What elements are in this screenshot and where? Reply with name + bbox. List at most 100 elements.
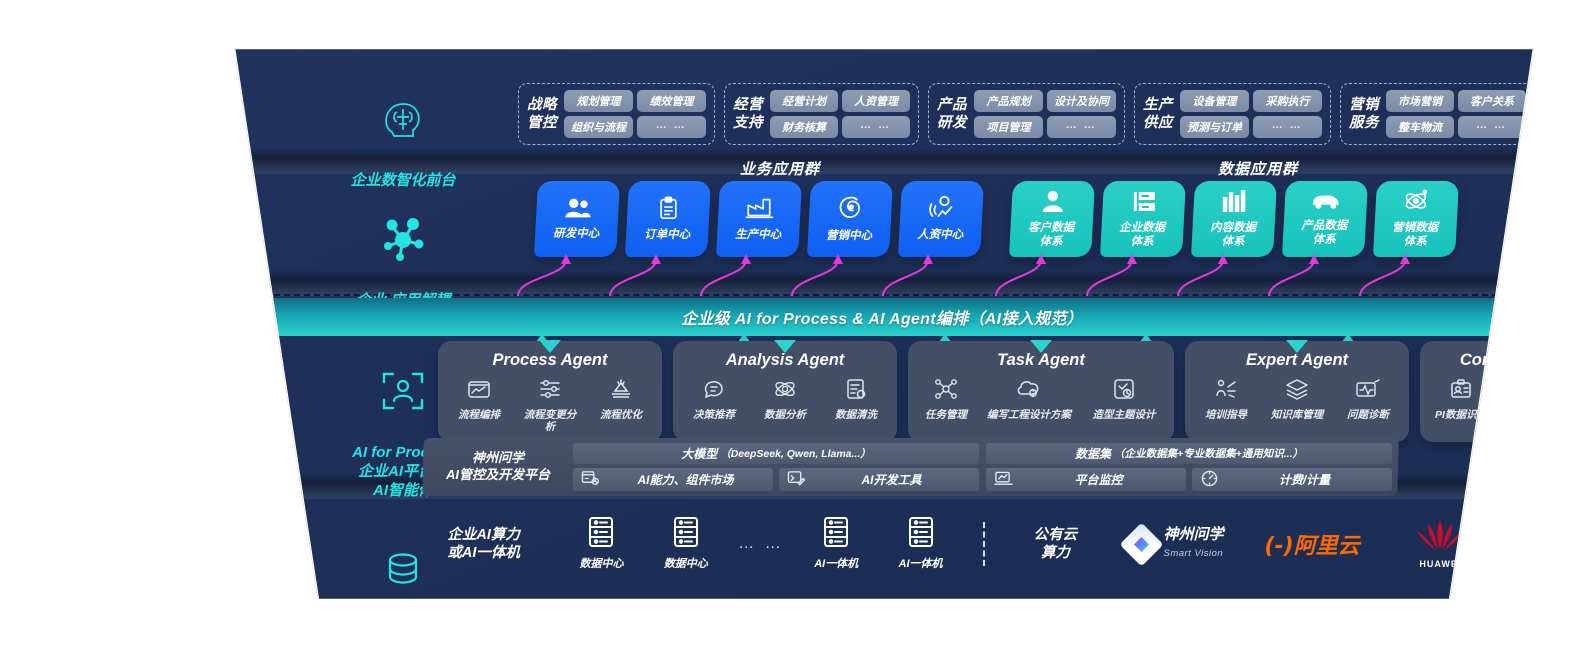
domain-chip-more[interactable]: … … [842, 116, 910, 138]
domain-chip-more[interactable]: … … [1047, 116, 1116, 138]
agent-card-task[interactable]: Task Agent 任务管理 [908, 340, 1174, 443]
domain-chip[interactable]: 人资管理 [842, 90, 910, 112]
domain-box-production-supply[interactable]: 生产 供应 设备管理 采购执行 预测与订单 … … [1134, 83, 1331, 145]
domain-chip-group: 市场营销 客户关系 整车物流 … … [1386, 90, 1526, 138]
agent-item[interactable]: 培训指导 [1195, 378, 1257, 421]
agent-item[interactable]: 编写工程设计方案 [983, 378, 1075, 421]
agent-item-label: 流程编排 [458, 409, 500, 421]
domain-chip[interactable]: 财务核算 [770, 116, 838, 138]
data-card-customer[interactable]: 客户数据 体系 [1009, 181, 1095, 257]
ai-orchestration-banner[interactable]: 企业级 AI for Process & AI Agent编排（AI接入规范） [243, 298, 1521, 336]
agent-item[interactable]: 问题诊断 [1337, 378, 1399, 421]
domain-box-operations[interactable]: 经营 支持 经营计划 人资管理 财务核算 … … [724, 83, 919, 145]
domain-chip[interactable]: 规划管理 [564, 90, 633, 112]
app-card-order-center[interactable]: 订单中心 [625, 181, 711, 257]
agent-item[interactable]: 数据权限 & 安全 [1501, 378, 1548, 434]
platform-cell-ai-market[interactable]: AI能力、组件市场 [573, 468, 773, 491]
domain-chip-more[interactable]: … … [1458, 116, 1526, 138]
domain-chip[interactable]: 设计及协同 [1047, 90, 1116, 112]
agent-item[interactable]: 造型主题设计 [1084, 378, 1164, 421]
domain-chip-group: 设备管理 采购执行 预测与订单 … … [1180, 90, 1322, 138]
agent-card-process[interactable]: Process Agent 流程编排 [438, 340, 662, 443]
infra-item-datacenter-1[interactable]: 数据中心 [559, 516, 643, 572]
agent-notch-icon [1521, 340, 1535, 353]
agent-item[interactable]: 流程优化 [590, 378, 652, 421]
platform-dataset-note: （企业数据集+专业数据集+通用知识...） [1114, 448, 1304, 460]
app-card-production-center[interactable]: 生产中心 [716, 181, 802, 257]
domain-chip-more[interactable]: … … [1253, 116, 1322, 138]
data-card-content[interactable]: 内容数据 体系 [1191, 181, 1277, 257]
agent-card-analysis[interactable]: Analysis Agent 决策推荐 [673, 340, 897, 443]
platform-dataset-row: 平台监控 计费/计量 [986, 468, 1392, 491]
agent-item-label: 数据分析 [764, 409, 806, 421]
agent-item-label: 流程优化 [600, 409, 642, 421]
agent-item[interactable]: 任务管理 [918, 378, 974, 421]
domain-chip[interactable]: 客户关系 [1458, 90, 1526, 112]
domain-chip[interactable]: 项目管理 [974, 116, 1043, 138]
platform-cell-monitor[interactable]: 平台监控 [986, 468, 1186, 491]
domain-title: 经营 支持 [733, 96, 763, 131]
platform-cell-dev-tool[interactable]: AI开发工具 [779, 468, 979, 491]
rail-item-frontend[interactable]: 企业数智化前台 [308, 60, 498, 191]
app-card-marketing-center[interactable]: 营销中心 [807, 181, 893, 257]
domain-chip[interactable]: 组织与流程 [564, 116, 633, 138]
agent-item[interactable]: 数据分析 [754, 378, 816, 421]
agent-item-group: 培训指导 知识库管理 [1195, 378, 1399, 421]
group-title-business: 业务应用群 [740, 161, 821, 178]
doc-clean-icon [845, 378, 867, 405]
agent-item[interactable]: PI数据识别 [1430, 378, 1492, 421]
platform-dataset-bar[interactable]: 数据集 （企业数据集+专业数据集+通用知识...） [986, 443, 1392, 464]
agent-item[interactable]: 流程变更分析 [519, 378, 581, 433]
platform-cell-billing[interactable]: 计费/计量 [1192, 468, 1392, 491]
infra-logo-shenzhou-wenxue[interactable]: 神州问学 Smart Vision [1106, 522, 1244, 566]
agent-card-compliance[interactable]: Compliance Agent PI数据识别 [1420, 340, 1550, 443]
agent-item[interactable]: 数据清洗 [825, 378, 887, 421]
domain-chip[interactable]: 产品规划 [974, 90, 1043, 112]
infra-item-enterprise-compute[interactable]: 企业AI算力 或AI一体机 [408, 526, 559, 562]
domain-chip[interactable]: 采购执行 [1253, 90, 1322, 112]
agent-item-label: 问题诊断 [1347, 409, 1389, 421]
platform-dataset-title: 数据集 [1074, 447, 1111, 461]
domain-box-strategy[interactable]: 战略 管控 规划管理 绩效管理 组织与流程 … … [518, 83, 715, 145]
app-card-rd-center[interactable]: 研发中心 [534, 181, 620, 257]
domain-chip[interactable]: 整车物流 [1386, 116, 1454, 138]
domain-box-marketing-service[interactable]: 营销 服务 市场营销 客户关系 整车物流 … … [1340, 83, 1535, 145]
domain-chip[interactable]: 经营计划 [770, 90, 838, 112]
data-card-marketing[interactable]: 营销数据 体系 [1373, 181, 1459, 257]
domain-chip[interactable]: 预测与订单 [1180, 116, 1249, 138]
domain-chip[interactable]: 绩效管理 [637, 90, 706, 112]
agent-item[interactable]: 决策推荐 [683, 378, 745, 421]
agent-item-group: 决策推荐 数据分析 [683, 378, 887, 421]
domain-chip[interactable]: 市场营销 [1386, 90, 1454, 112]
platform-brand-label: 神州问学 AI管控及开发平台 [445, 450, 550, 482]
agent-item-label: 知识库管理 [1270, 409, 1324, 421]
infra-item-datacenter-2[interactable]: 数据中心 [644, 516, 728, 572]
domain-chip-more[interactable]: … … [637, 116, 706, 138]
gauge-icon [1200, 470, 1219, 490]
infra-item-ai-appliance-1[interactable]: AI一体机 [794, 516, 878, 572]
agent-card-expert[interactable]: Expert Agent 培训指导 [1185, 340, 1409, 443]
infra-item-ai-appliance-2[interactable]: AI一体机 [878, 516, 962, 572]
agent-title: Process Agent [492, 351, 608, 369]
group-title-data: 数据应用群 [1218, 161, 1299, 178]
agent-item[interactable]: 流程编排 [448, 378, 510, 421]
agent-title: Compliance Agent [1459, 351, 1550, 369]
infra-ellipsis-label: … … [738, 535, 784, 552]
data-card-label: 企业数据 体系 [1119, 221, 1166, 248]
data-card-enterprise[interactable]: 企业数据 体系 [1100, 181, 1186, 257]
agent-item-label: 数据权限 & 安全 [1505, 409, 1548, 434]
infra-logo-aliyun[interactable]: (-)阿里云 [1243, 528, 1381, 560]
infra-item-public-cloud[interactable]: 公有云 算力 [1005, 526, 1106, 562]
platform-model-bar[interactable]: 大模型 （DeepSeek, Qwen, Llama...） [573, 443, 979, 464]
domain-chip[interactable]: 设备管理 [1180, 90, 1249, 112]
agent-item-label: 培训指导 [1205, 409, 1247, 421]
agent-item[interactable]: 知识库管理 [1266, 378, 1328, 421]
data-card-product[interactable]: 产品数据 体系 [1282, 181, 1368, 257]
platform-model-title: 大模型 [681, 447, 718, 461]
domain-box-product-rd[interactable]: 产品 研发 产品规划 设计及协同 项目管理 … … [928, 83, 1125, 145]
server-rack-icon [906, 516, 936, 553]
app-card-hr-center[interactable]: 人资中心 [898, 181, 984, 257]
infra-logo-huawei[interactable]: HUAWEI [1381, 519, 1500, 569]
brain-head-icon [308, 79, 498, 148]
